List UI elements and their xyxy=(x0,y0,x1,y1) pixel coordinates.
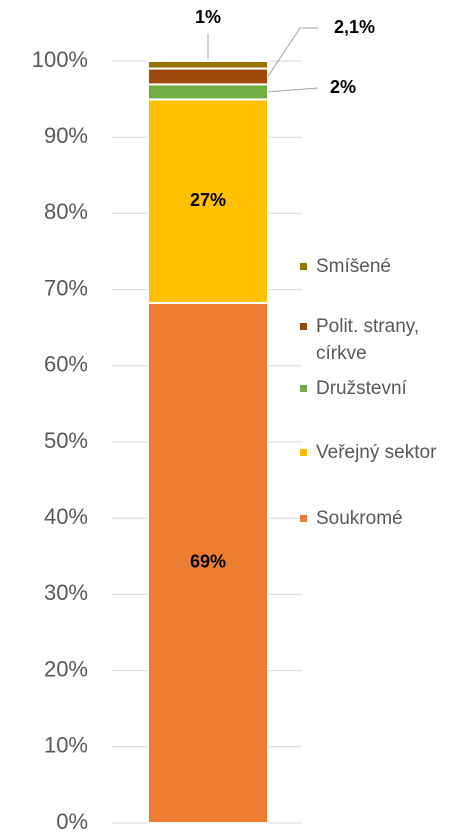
y-tick-label: 80% xyxy=(44,199,88,224)
bar-segment xyxy=(147,67,269,86)
legend-item: Smíšené xyxy=(296,255,449,280)
legend-swatch xyxy=(300,385,307,392)
y-tick-label: 100% xyxy=(32,47,88,72)
bar-segment xyxy=(147,98,269,304)
legend-item: Soukromé xyxy=(296,507,449,532)
y-tick-label: 50% xyxy=(44,428,88,453)
legend-item: Družstevní xyxy=(296,377,449,402)
y-tick-label: 70% xyxy=(44,275,88,300)
bar-segment xyxy=(147,301,269,824)
value-label: 1% xyxy=(195,7,221,27)
y-tick-label: 0% xyxy=(56,809,88,834)
legend-swatch xyxy=(300,263,307,270)
value-label: 2% xyxy=(330,77,356,97)
leader-line xyxy=(267,87,319,93)
legend-label: Soukromé xyxy=(316,508,403,529)
legend-swatch xyxy=(300,323,307,330)
bar-segment xyxy=(147,60,269,70)
value-label: 27% xyxy=(190,190,226,210)
legend-label: Družstevní xyxy=(316,378,407,399)
value-label: 69% xyxy=(190,552,226,572)
legend-swatch xyxy=(300,449,307,456)
y-tick-label: 40% xyxy=(44,504,88,529)
legend-swatch xyxy=(300,515,307,522)
legend-label: Veřejný sektor xyxy=(316,442,437,463)
y-tick-label: 90% xyxy=(44,123,88,148)
legend-label: Polit. strany, církve xyxy=(316,316,420,364)
value-label: 2,1% xyxy=(334,17,375,37)
legend-label: Smíšené xyxy=(316,256,391,277)
legend-item: Veřejný sektor xyxy=(296,441,449,466)
y-tick-label: 30% xyxy=(44,580,88,605)
leader-line xyxy=(267,27,318,77)
y-tick-label: 60% xyxy=(44,352,88,377)
bar-segment xyxy=(147,83,269,101)
y-tick-label: 10% xyxy=(44,733,88,758)
legend-item: Polit. strany, církve xyxy=(296,315,449,367)
y-tick-label: 20% xyxy=(44,656,88,681)
